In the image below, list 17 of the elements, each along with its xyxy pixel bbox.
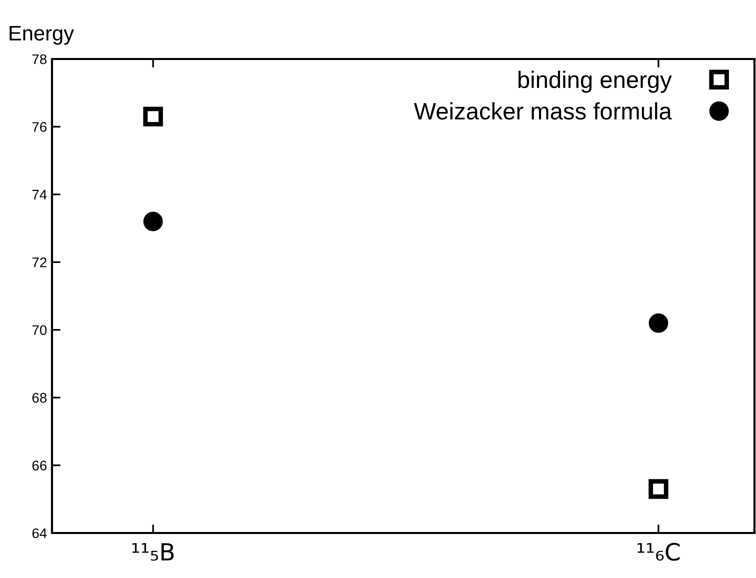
point: [648, 313, 668, 333]
x-tick-label: ¹¹₅B: [132, 543, 174, 561]
y-tick-label: 72: [32, 257, 46, 268]
y-axis-title: Energy: [10, 26, 74, 45]
legend-label: binding energy: [518, 70, 672, 93]
y-tick-label: 76: [32, 122, 47, 132]
y-tick-label: 74: [32, 190, 47, 200]
legend-label: Weizacker mass formula: [414, 102, 672, 120]
point: [648, 479, 668, 499]
y-tick-label: 66: [32, 460, 47, 470]
y-tick-label: 64: [32, 528, 47, 538]
y-tick-label: 68: [32, 392, 47, 403]
y-tick-label: 78: [32, 54, 47, 64]
point: [143, 212, 163, 232]
point: [143, 106, 163, 126]
x-tick-label: ¹¹₆C: [638, 542, 680, 561]
y-tick-label: 70: [32, 325, 47, 336]
